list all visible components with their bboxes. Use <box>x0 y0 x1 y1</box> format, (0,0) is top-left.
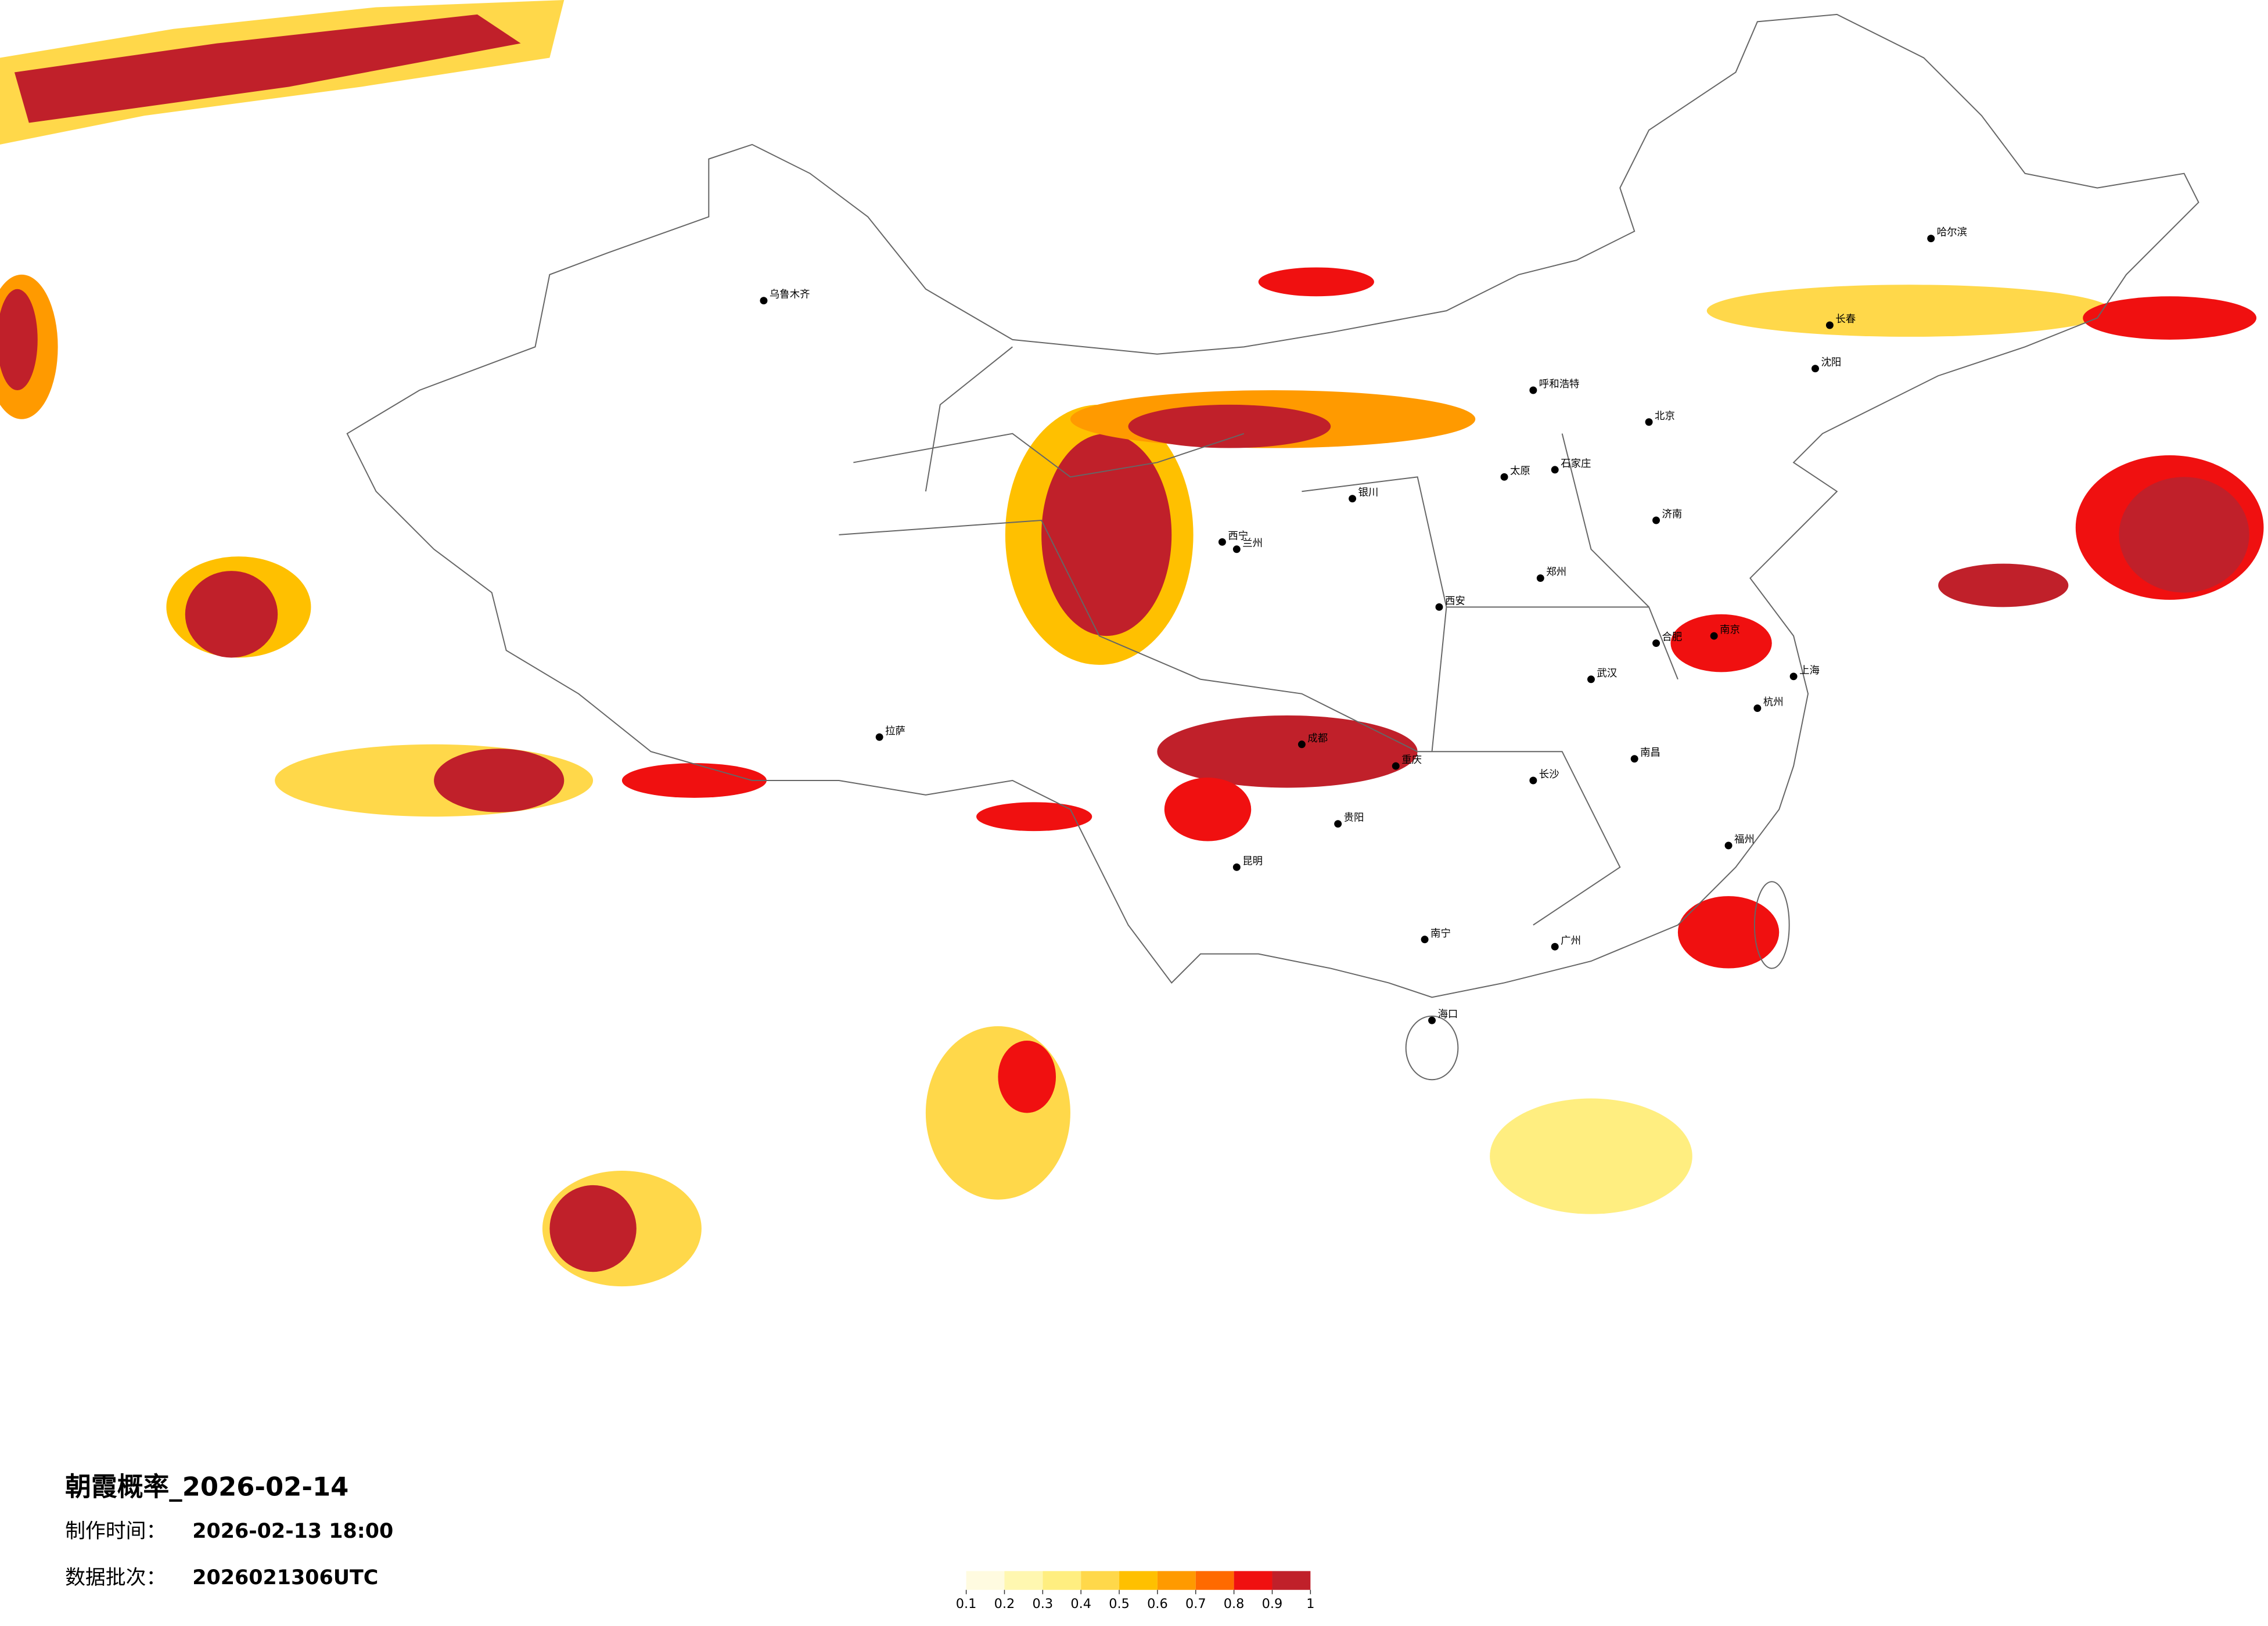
city-dot <box>1232 545 1241 553</box>
colorbar-tick-label: 0.7 <box>1185 1596 1206 1611</box>
city-label: 哈尔滨 <box>1937 227 1967 239</box>
colorbar-tick-label: 0.5 <box>1109 1596 1130 1611</box>
city-dot <box>1753 704 1762 713</box>
colorbar-swatch <box>1043 1571 1081 1590</box>
city-label: 广州 <box>1561 935 1581 947</box>
city-dot <box>1724 841 1733 850</box>
city-label: 南宁 <box>1430 928 1451 940</box>
info-label: 制作时间： <box>65 1520 166 1543</box>
city-label: 拉萨 <box>885 725 905 737</box>
city-label: 南京 <box>1720 624 1740 636</box>
city-dot <box>1927 235 1935 243</box>
city-dot <box>1500 473 1508 481</box>
city-label: 福州 <box>1734 834 1755 846</box>
probability-field <box>0 0 2264 1287</box>
city-label: 北京 <box>1655 411 1675 422</box>
city-label: 呼和浩特 <box>1539 379 1580 390</box>
info-value: 2026021306UTC <box>192 1566 378 1589</box>
city-label: 兰州 <box>1242 538 1263 549</box>
colorbar-tick-label: 0.3 <box>1033 1596 1054 1611</box>
city-dot <box>1710 632 1718 640</box>
colorbar-swatch <box>1272 1571 1311 1590</box>
city-dot <box>1811 365 1819 373</box>
colorbar-swatch <box>1081 1571 1120 1590</box>
colorbar-tick-label: 1 <box>1306 1596 1314 1611</box>
city-label: 上海 <box>1799 665 1820 677</box>
city-label: 海口 <box>1437 1009 1458 1020</box>
city-label: 西安 <box>1445 595 1465 607</box>
city-label: 合肥 <box>1662 632 1683 643</box>
city-label: 郑州 <box>1546 567 1566 578</box>
map-title: 朝霞概率_2026-02-14 <box>65 1472 348 1502</box>
colorbar-swatch <box>1157 1571 1196 1590</box>
city-dot <box>1529 776 1537 785</box>
city-dot <box>1435 603 1443 611</box>
city-dot <box>1536 574 1544 582</box>
city-label: 济南 <box>1662 509 1683 520</box>
colorbar-swatch <box>966 1571 1005 1590</box>
city-dot <box>1652 639 1660 647</box>
city-dot <box>1349 495 1357 503</box>
city-dot <box>1789 672 1798 681</box>
colorbar-tick-label: 0.8 <box>1224 1596 1245 1611</box>
city-label: 石家庄 <box>1561 458 1591 470</box>
city-dot <box>1421 936 1429 944</box>
city-dot <box>1825 321 1834 329</box>
city-label: 银川 <box>1358 487 1379 499</box>
city-dot <box>1529 386 1537 394</box>
city-dot <box>1297 740 1306 749</box>
colorbar-tick-label: 0.9 <box>1262 1596 1283 1611</box>
city-label: 重庆 <box>1401 754 1422 766</box>
city-label: 杭州 <box>1763 697 1784 708</box>
city-dot <box>1428 1016 1436 1024</box>
city-dot <box>875 733 883 741</box>
colorbar-tick-label: 0.2 <box>994 1596 1015 1611</box>
city-dot <box>1587 675 1595 684</box>
colorbar-swatch <box>1195 1571 1234 1590</box>
city-label: 沈阳 <box>1821 357 1841 369</box>
city-label: 成都 <box>1307 733 1328 744</box>
city-dot <box>1645 418 1653 426</box>
colorbar: 0.1 0.2 0.3 0.4 0.5 0.6 0.7 0.8 0.9 1 <box>956 1571 1314 1611</box>
colorbar-swatch <box>1004 1571 1043 1590</box>
city-label: 昆明 <box>1242 855 1263 867</box>
city-label: 乌鲁木齐 <box>770 289 810 301</box>
city-dot <box>1334 820 1342 828</box>
city-dot <box>1551 942 1559 951</box>
city-label: 长沙 <box>1539 769 1559 780</box>
city-label: 武汉 <box>1597 668 1617 679</box>
city-label: 贵阳 <box>1344 812 1364 824</box>
city-dot <box>760 297 768 305</box>
city-label: 南昌 <box>1640 747 1660 759</box>
info-label: 数据批次： <box>65 1566 166 1589</box>
city-dot <box>1232 863 1241 871</box>
city-label: 长春 <box>1835 314 1856 325</box>
city-label: 西宁 <box>1228 530 1248 542</box>
colorbar-tick-label: 0.1 <box>956 1596 977 1611</box>
colorbar-tick-label: 0.6 <box>1147 1596 1168 1611</box>
city-dot <box>1551 466 1559 474</box>
city-dot <box>1218 538 1226 546</box>
info-value: 2026-02-13 18:00 <box>192 1520 393 1543</box>
colorbar-swatch <box>1119 1571 1158 1590</box>
city-dot <box>1392 762 1400 770</box>
city-dot <box>1652 516 1660 524</box>
boundaries <box>346 13 2199 1081</box>
city-dot <box>1630 755 1638 763</box>
colorbar-tick-label: 0.4 <box>1070 1596 1091 1611</box>
colorbar-swatch <box>1234 1571 1273 1590</box>
city-label: 太原 <box>1510 465 1530 477</box>
